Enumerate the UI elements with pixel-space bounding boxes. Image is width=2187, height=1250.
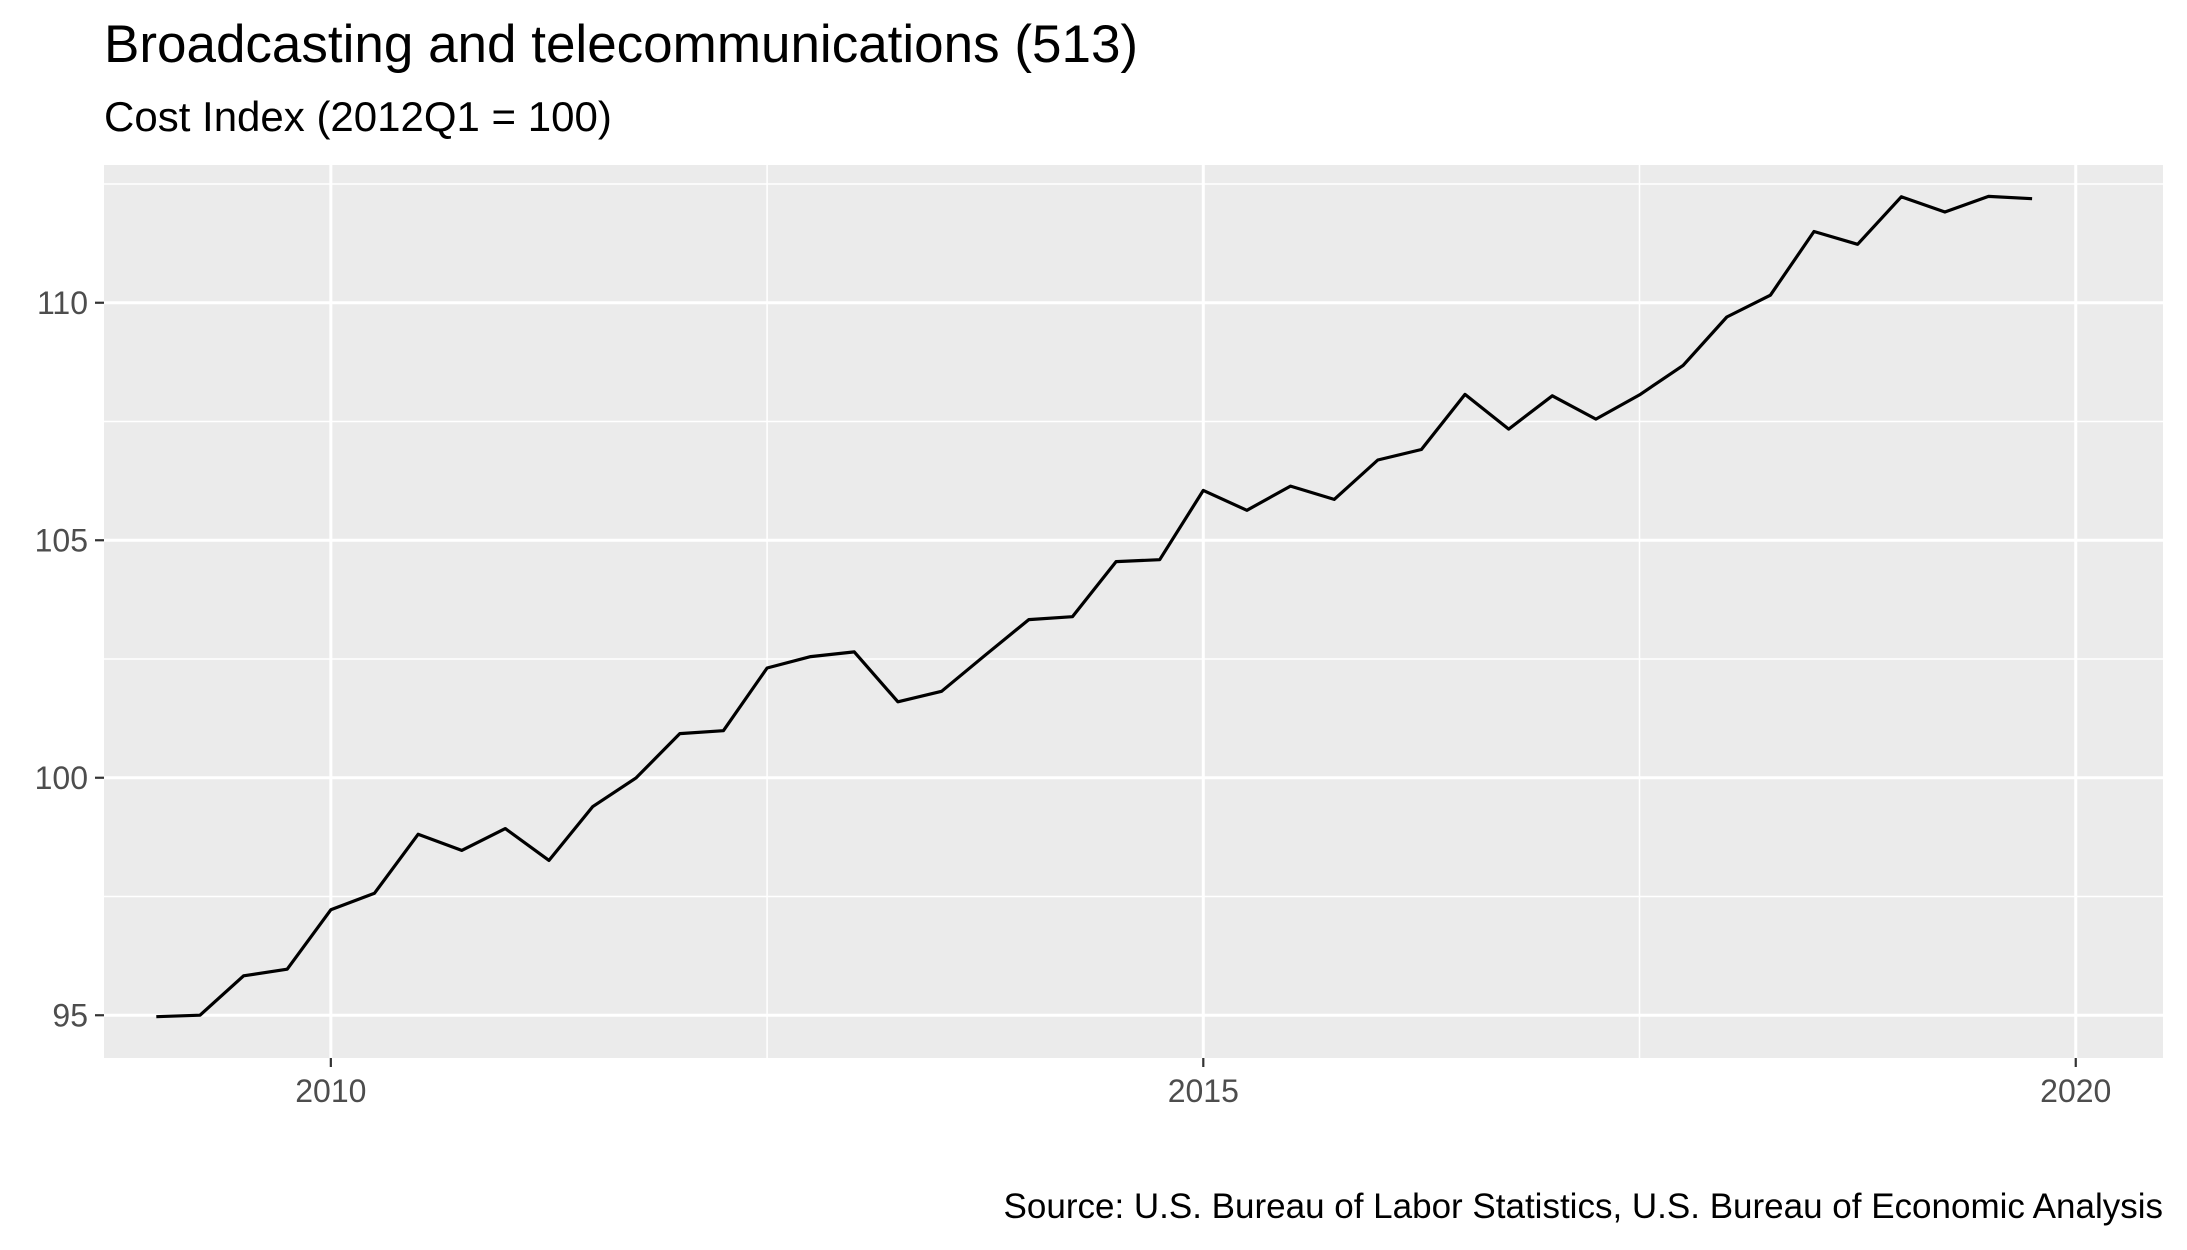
minor-x-gridlines: [766, 165, 1641, 1058]
source-caption: Source: U.S. Bureau of Labor Statistics,…: [1004, 1187, 2163, 1226]
chart-title: Broadcasting and telecommunications (513…: [104, 15, 1138, 74]
series-line: [156, 194, 2033, 1019]
x-tick-label: 2020: [2040, 1073, 2111, 1109]
minor-y-gridlines: [104, 183, 2163, 898]
y-tick-label: 110: [37, 285, 88, 321]
y-tick-label: 105: [35, 522, 88, 558]
y-tick-label: 95: [52, 997, 88, 1033]
y-axis: 95 100 105 110: [35, 285, 104, 1033]
plot-panel: [104, 165, 2163, 1058]
x-tick-label: 2015: [1168, 1073, 1239, 1109]
chart-subtitle: Cost Index (2012Q1 = 100): [104, 93, 612, 140]
x-axis: 2010 2015 2020: [295, 1058, 2111, 1109]
major-y-gridlines: [104, 301, 2163, 1017]
x-tick-label: 2010: [295, 1073, 366, 1109]
series-layer: [156, 194, 2033, 1019]
y-tick-label: 100: [35, 760, 88, 796]
